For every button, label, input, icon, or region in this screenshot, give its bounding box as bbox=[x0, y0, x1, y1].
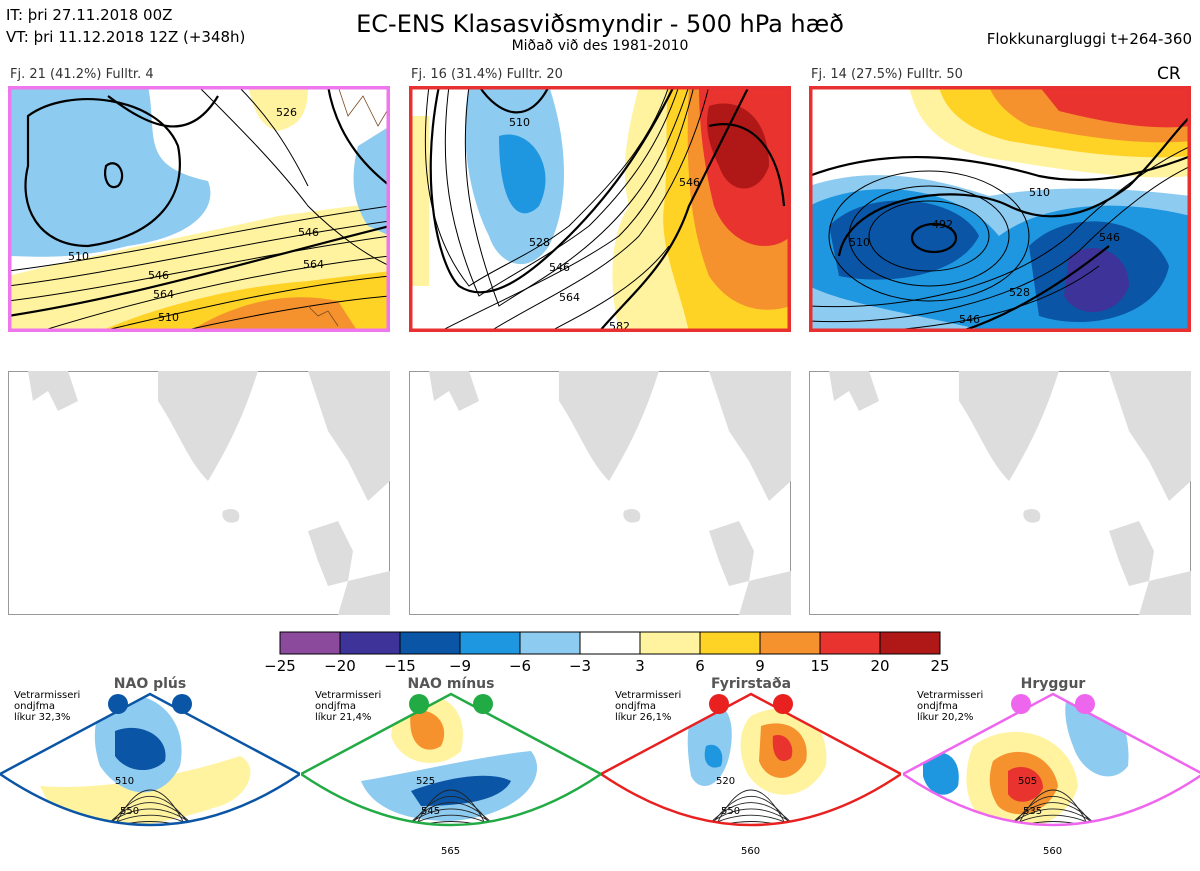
cluster-map-2: 528 546 564 582 546 510 bbox=[409, 86, 791, 332]
regime-contour-label: 565 bbox=[441, 846, 461, 857]
regime-marker bbox=[709, 694, 729, 714]
run-info: IT: þri 27.11.2018 00Z VT: þri 11.12.201… bbox=[6, 4, 245, 48]
panel-3-contour-3: 546 bbox=[959, 313, 980, 326]
colorbar: −25 −20 −15 −9 −6 −3 3 6 9 15 20 25 bbox=[264, 631, 950, 674]
colorbar-swatch bbox=[819, 631, 881, 655]
window-label: Flokkunargluggi t+264-360 bbox=[986, 30, 1192, 48]
colorbar-tick-label: −3 bbox=[569, 657, 591, 674]
panel-1-contour-6: 526 bbox=[276, 106, 297, 119]
colorbar-tick-label: 25 bbox=[930, 657, 949, 674]
panel-3-contour-4: 546 bbox=[1099, 231, 1120, 244]
regime-contour-label: 525 bbox=[416, 776, 436, 787]
regime-contour-label: 560 bbox=[741, 846, 761, 857]
regime-title: Hryggur bbox=[1020, 676, 1086, 692]
page-subtitle: Miðað við des 1981-2010 bbox=[511, 38, 689, 54]
regime-marker bbox=[1011, 694, 1031, 714]
panel-3-contour-5: 510 bbox=[1029, 186, 1050, 199]
panel-2-contour-2: 564 bbox=[559, 291, 580, 304]
colorbar-tick-label: 3 bbox=[635, 657, 645, 674]
colorbar-tick-label: 9 bbox=[755, 657, 765, 674]
regime-map bbox=[0, 692, 300, 827]
regime-panel: Fyrirstaða Vetrarmisseri ondjfma líkur 26,1… bbox=[601, 676, 901, 871]
regime-contour-label: 550 bbox=[120, 806, 140, 817]
regime-contour-label: 520 bbox=[716, 776, 736, 787]
cr-label: CR bbox=[1157, 64, 1181, 84]
panel-3-contour-2: 528 bbox=[1009, 286, 1030, 299]
regime-marker bbox=[108, 694, 128, 714]
panel-2-contour-5: 510 bbox=[509, 116, 530, 129]
panel-1-contour-1: 546 bbox=[148, 269, 169, 282]
colorbar-tick-label: −9 bbox=[449, 657, 471, 674]
colorbar-swatch bbox=[639, 631, 701, 655]
regime-title: Fyrirstaða bbox=[710, 676, 792, 692]
regime-note: Vetrarmisseri ondjfma líkur 26,1% bbox=[615, 690, 682, 723]
regime-note: Vetrarmisseri ondjfma líkur 20,2% bbox=[917, 690, 984, 723]
panel-2-frame bbox=[409, 86, 791, 332]
colorbar-tick-label: −15 bbox=[384, 657, 416, 674]
cluster-map-1: 510 546 564 510 546 564 526 bbox=[8, 86, 390, 332]
colorbar-tick-label: −6 bbox=[509, 657, 531, 674]
page-title: EC-ENS Klasasviðsmyndir - 500 hPa hæð bbox=[356, 10, 844, 38]
panel-2-contour-0: 528 bbox=[529, 236, 550, 249]
regime-contour-label: 545 bbox=[421, 806, 441, 817]
panel-1-contour-2: 564 bbox=[153, 288, 174, 301]
land-map-3 bbox=[809, 371, 1191, 615]
colorbar-tick-label: −25 bbox=[264, 657, 296, 674]
regime-contour-label: 560 bbox=[1043, 846, 1063, 857]
regime-marker bbox=[1075, 694, 1095, 714]
panel-1-contour-5: 564 bbox=[303, 258, 324, 271]
land-map-2 bbox=[409, 371, 791, 615]
panel-3-label: Fj. 14 (27.5%) Fulltr. 50 bbox=[811, 67, 963, 82]
regime-title: NAO plús bbox=[113, 676, 187, 692]
panel-1-contour-0: 510 bbox=[68, 250, 89, 263]
it-line: IT: þri 27.11.2018 00Z bbox=[6, 6, 173, 24]
panel-3-contour-1: 510 bbox=[849, 236, 870, 249]
colorbar-swatch bbox=[879, 631, 941, 655]
regime-note: Vetrarmisseri ondjfma líkur 21,4% bbox=[315, 690, 382, 723]
regime-contour-label: 535 bbox=[1023, 806, 1043, 817]
colorbar-tick-label: −20 bbox=[324, 657, 356, 674]
panel-3-contour-0: 492 bbox=[932, 218, 953, 231]
colorbar-swatch bbox=[459, 631, 521, 655]
colorbar-swatch bbox=[579, 631, 641, 655]
regime-contour-label: 505 bbox=[1018, 776, 1038, 787]
regime-marker bbox=[773, 694, 793, 714]
vt-line: VT: þri 11.12.2018 12Z (+348h) bbox=[6, 28, 246, 46]
regime-marker bbox=[409, 694, 429, 714]
colorbar-swatch bbox=[339, 631, 401, 655]
colorbar-swatch bbox=[699, 631, 761, 655]
regime-title: NAO mínus bbox=[407, 676, 495, 692]
colorbar-tick-label: 15 bbox=[810, 657, 829, 674]
colorbar-tick-label: 6 bbox=[695, 657, 705, 674]
colorbar-swatch bbox=[279, 631, 341, 655]
regime-map bbox=[301, 692, 601, 827]
regime-map bbox=[903, 692, 1200, 827]
regime-panel: NAO mínus Vetrarmisseri ondjfma líkur 21,4%… bbox=[301, 676, 601, 871]
regime-marker bbox=[172, 694, 192, 714]
colorbar-swatch bbox=[519, 631, 581, 655]
colorbar-tick-label: 20 bbox=[870, 657, 889, 674]
panel-1-label: Fj. 21 (41.2%) Fulltr. 4 bbox=[10, 67, 154, 82]
colorbar-swatch bbox=[399, 631, 461, 655]
land-map-1 bbox=[8, 371, 390, 615]
panel-1-contour-3: 510 bbox=[158, 311, 179, 324]
regime-marker bbox=[473, 694, 493, 714]
colorbar-swatch bbox=[759, 631, 821, 655]
panel-1-frame bbox=[8, 86, 390, 332]
panel-2-contour-4: 546 bbox=[679, 176, 700, 189]
regime-panel: Hryggur Vetrarmisseri ondjfma líkur 20,2% 50… bbox=[903, 676, 1200, 871]
cluster-map-3: 492 510 528 546 546 510 bbox=[809, 86, 1191, 332]
panel-2-label: Fj. 16 (31.4%) Fulltr. 20 bbox=[411, 67, 563, 82]
panel-3-frame bbox=[809, 86, 1191, 332]
panel-1-contour-4: 546 bbox=[298, 226, 319, 239]
regime-panel: NAO plús Vetrarmisseri ondjfma líkur 32,3% 5… bbox=[0, 676, 300, 871]
regime-contour-label: 510 bbox=[115, 776, 135, 787]
panel-2-contour-1: 546 bbox=[549, 261, 570, 274]
regime-note: Vetrarmisseri ondjfma líkur 32,3% bbox=[14, 690, 81, 723]
regime-contour-label: 550 bbox=[721, 806, 741, 817]
regime-map bbox=[601, 692, 901, 827]
